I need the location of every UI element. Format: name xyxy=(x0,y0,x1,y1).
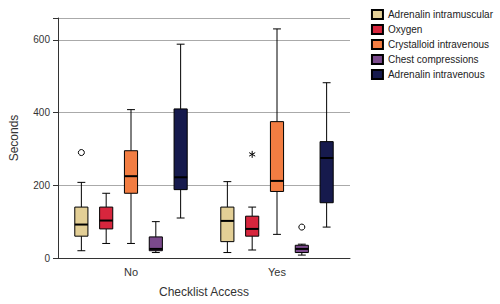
svg-text:600: 600 xyxy=(33,34,50,45)
svg-text:200: 200 xyxy=(33,180,50,191)
svg-text:Adrenalin intravenous: Adrenalin intravenous xyxy=(388,69,485,80)
svg-text:Oxygen: Oxygen xyxy=(388,24,422,35)
svg-text:Yes: Yes xyxy=(268,266,286,278)
svg-text:400: 400 xyxy=(33,107,50,118)
svg-text:Adrenalin intramuscular: Adrenalin intramuscular xyxy=(388,9,494,20)
svg-text:0: 0 xyxy=(44,253,50,264)
svg-text:Seconds: Seconds xyxy=(7,115,21,162)
svg-text:Checklist Access: Checklist Access xyxy=(159,285,249,299)
svg-text:No: No xyxy=(124,266,138,278)
svg-text:Chest compressions: Chest compressions xyxy=(388,54,479,65)
svg-text:Crystalloid intravenous: Crystalloid intravenous xyxy=(388,39,489,50)
